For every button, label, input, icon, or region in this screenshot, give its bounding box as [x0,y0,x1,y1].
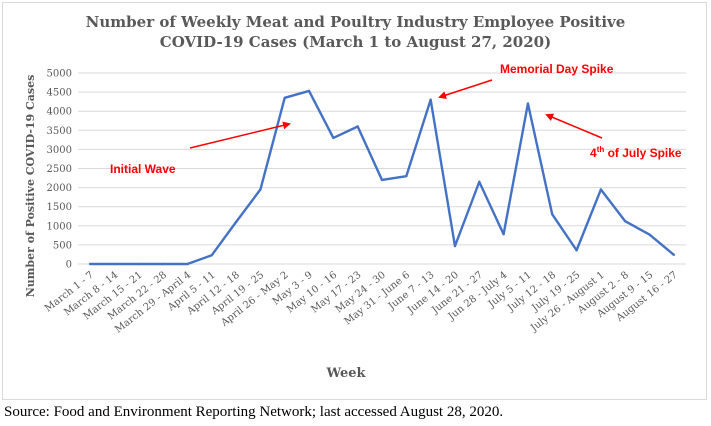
data-point [356,125,359,128]
data-point [88,262,92,266]
y-tick-labels: 0 500 1000 1500 2000 2500 3000 3500 4000 4500 5000 [47,69,72,271]
data-point [332,136,335,140]
data-point [624,220,627,223]
annotation-july-4-sup: th [597,145,605,154]
x-axis-title: Week [325,366,366,381]
data-point [429,98,432,101]
data-point [186,262,189,266]
y-tick-label: 1000 [47,221,72,232]
chart-title-line1: Number of Weekly Meat and Poultry Indust… [85,13,626,31]
y-tick-label: 3000 [47,145,72,156]
y-tick-label: 3500 [47,126,72,137]
y-tick-label: 5000 [47,69,72,80]
data-point [575,249,578,252]
annotation-july-4-rest: of July Spike [604,146,682,160]
data-point [502,233,505,236]
data-point [259,188,262,191]
y-axis-title: Number of Positive COVID-19 Cases [24,75,37,298]
chart-title-line2: COVID-19 Cases (March 1 to August 27, 20… [159,33,552,51]
annotation-july-4-main: 4 [590,146,597,160]
data-point [672,253,676,257]
data-point [648,233,651,236]
data-point [551,213,554,216]
data-point [113,262,116,266]
y-tick-label: 2000 [47,183,72,194]
chart-frame [2,2,707,400]
data-point [210,254,213,257]
annotation-july-4: 4th of July Spike [590,145,682,160]
y-tick-label: 500 [53,240,72,251]
arrow-july-4 [545,113,603,139]
data-point [526,102,530,105]
y-tick-label: 4500 [47,88,72,99]
y-tick-label: 1500 [47,202,72,213]
data-point [161,262,165,266]
data-point [380,178,384,182]
y-tick-label: 2500 [47,164,72,175]
arrow-initial-wave [189,121,291,149]
source-note: Source: Food and Environment Reporting N… [4,404,504,420]
annotation-initial-wave: Initial Wave [110,162,176,176]
data-point [405,174,408,178]
data-point [478,180,481,184]
data-point [599,188,603,191]
data-point [137,262,140,266]
series-line [90,89,675,266]
y-tick-label: 4000 [47,107,72,118]
data-point [453,244,457,248]
annotation-memorial-day: Memorial Day Spike [500,62,614,76]
data-point [307,89,311,93]
gridlines [78,72,686,265]
line-chart: 0 500 1000 1500 2000 2500 3000 3500 4000 4500 5000… [24,62,686,381]
chart-title: Number of Weekly Meat and Poultry Indust… [0,12,711,52]
arrow-memorial-day [438,79,493,99]
data-points [88,89,676,266]
y-tick-label: 0 [66,260,72,271]
data-point [234,220,238,224]
data-point [283,96,286,100]
